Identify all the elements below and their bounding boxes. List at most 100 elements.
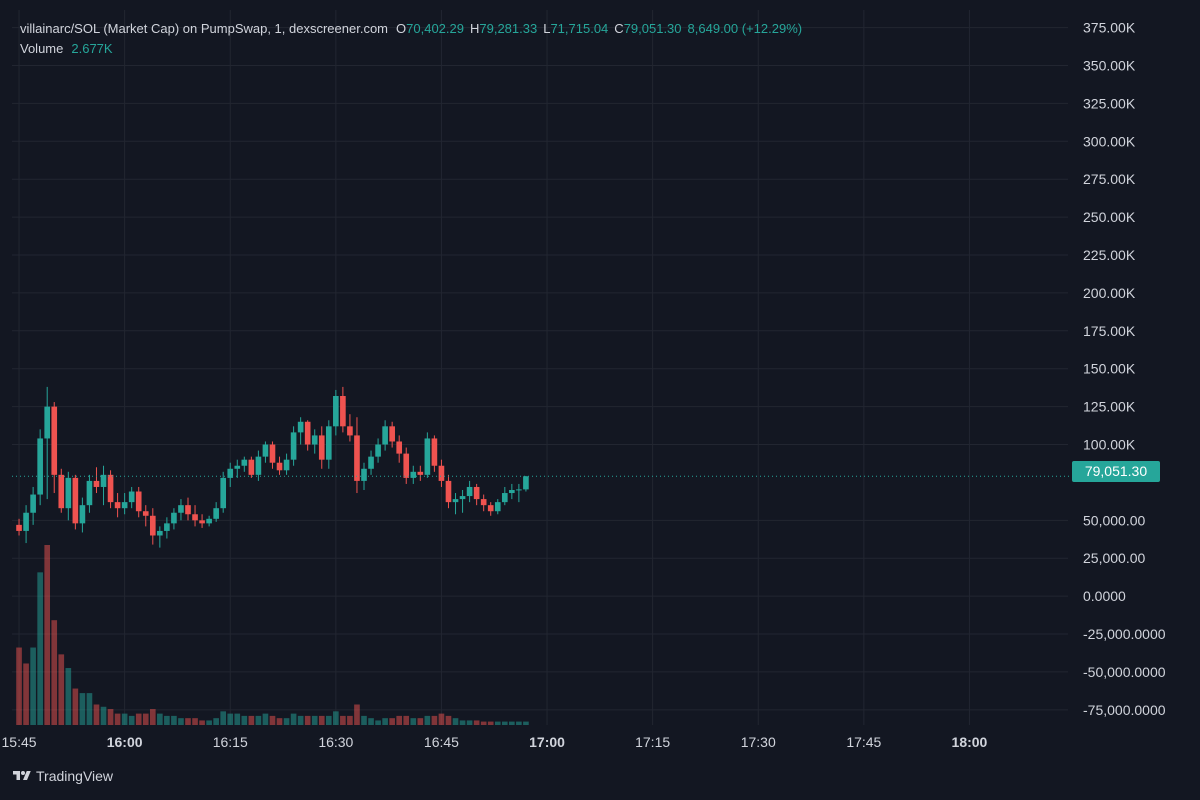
time-tick-label: 15:45 xyxy=(2,734,37,750)
candle-body xyxy=(149,515,156,536)
candle-body xyxy=(199,520,205,524)
volume-bar xyxy=(121,713,128,725)
time-tick-label: 16:15 xyxy=(213,734,248,750)
candle-body xyxy=(16,524,22,531)
candle-body xyxy=(304,421,311,445)
candle-body xyxy=(65,477,72,509)
volume-bar xyxy=(403,715,410,725)
tradingview-logo-icon xyxy=(13,771,31,780)
close-label: C xyxy=(614,20,624,36)
volume-label[interactable]: Volume xyxy=(20,40,64,56)
price-tick-label: 200.00K xyxy=(1083,285,1136,301)
candle-body xyxy=(79,505,86,524)
candle-body xyxy=(213,508,219,519)
volume-bar xyxy=(325,715,332,725)
price-tick-label: 50,000.00 xyxy=(1083,512,1145,528)
volume-bar xyxy=(417,718,424,725)
low-label: L xyxy=(543,20,551,36)
candle-body xyxy=(311,435,318,445)
volume-bar xyxy=(347,715,353,725)
volume-bar xyxy=(368,718,374,725)
time-tick-label: 17:45 xyxy=(846,734,881,750)
tradingview-logo[interactable]: TradingView xyxy=(12,766,113,786)
price-axis[interactable]: 375.00K 350.00K 325.00K 300.00K 275.00K 250.0… xyxy=(1083,20,1166,718)
volume-bar xyxy=(100,706,107,725)
time-tick-label: 17:00 xyxy=(529,734,565,750)
volume-bar xyxy=(354,704,360,725)
price-tick-label: 375.00K xyxy=(1083,20,1136,36)
candle-body xyxy=(487,505,494,512)
time-tick-label: 16:00 xyxy=(107,734,143,750)
candle-body xyxy=(185,505,191,515)
price-tick-label: 0.0000 xyxy=(1083,588,1126,604)
symbol-title[interactable]: villainarc/SOL (Market Cap) on PumpSwap,… xyxy=(20,20,389,36)
candle-body xyxy=(157,530,163,536)
volume-bar xyxy=(114,713,121,725)
price-tick-label: 125.00K xyxy=(1083,399,1136,415)
volume-bar xyxy=(375,720,381,725)
candle-body xyxy=(262,444,269,457)
volume-bar xyxy=(438,713,445,725)
candle-body xyxy=(269,444,276,463)
grid-lines xyxy=(12,10,1068,725)
volume-bar xyxy=(79,693,86,725)
volume-bar xyxy=(185,718,191,725)
high-label: H xyxy=(469,20,480,36)
price-tick-label: 225.00K xyxy=(1083,247,1136,263)
volume-bar xyxy=(16,647,22,725)
volume-bar xyxy=(30,647,36,725)
open-value: 70,402.29 xyxy=(406,20,464,36)
volume-bar xyxy=(227,713,234,725)
candle-body xyxy=(276,462,283,471)
candle-body xyxy=(23,512,29,531)
price-tick-label: 175.00K xyxy=(1083,323,1136,339)
volume-bar xyxy=(192,718,198,725)
time-tick-label: 18:00 xyxy=(952,734,988,750)
volume-bar xyxy=(283,718,290,725)
candle-body xyxy=(164,523,170,531)
candle-body xyxy=(375,444,381,457)
price-tick-label: -25,000.0000 xyxy=(1083,626,1166,642)
volume-bar xyxy=(171,715,177,725)
change-value: 8,649.00 (+12.29%) xyxy=(687,20,803,36)
volume-bar xyxy=(248,715,255,725)
volume-bar xyxy=(135,713,142,725)
candle-body xyxy=(206,518,212,524)
volume-bar xyxy=(459,720,466,725)
candle-body xyxy=(283,459,290,471)
candles xyxy=(16,386,529,548)
volume-bar xyxy=(72,688,79,725)
volume-bar xyxy=(234,713,241,725)
candle-body xyxy=(523,476,529,490)
candle-body xyxy=(516,489,522,491)
candle-body xyxy=(248,459,255,475)
volume-bar xyxy=(424,715,431,725)
candle-body xyxy=(473,486,480,500)
price-tick-label: 350.00K xyxy=(1083,57,1136,73)
candle-body xyxy=(333,396,339,427)
candle-body xyxy=(466,486,473,497)
price-tick-label: 300.00K xyxy=(1083,133,1136,149)
volume-bar xyxy=(396,715,403,725)
volume-bar xyxy=(466,720,473,725)
candle-body xyxy=(72,477,79,524)
candle-body xyxy=(389,426,395,442)
volume-bar xyxy=(473,720,480,725)
candle-body xyxy=(37,438,43,495)
volume-bar xyxy=(431,715,438,725)
candle-body xyxy=(192,514,198,521)
time-tick-label: 17:30 xyxy=(741,734,776,750)
last-price-badge: 79,051.30 xyxy=(1072,461,1160,482)
volume-bar xyxy=(340,715,346,725)
candle-body xyxy=(128,491,135,503)
candle-body xyxy=(368,456,374,469)
volume-bar xyxy=(523,721,529,725)
candle-body xyxy=(431,438,438,466)
price-tick-label: 25,000.00 xyxy=(1083,550,1145,566)
time-axis[interactable]: 15:45 16:00 16:15 16:30 16:45 17:00 17:15 17:30… xyxy=(2,734,988,750)
price-tick-label: 150.00K xyxy=(1083,361,1136,377)
candle-body xyxy=(340,396,346,427)
volume-row: Volume 2.677K xyxy=(20,38,802,58)
